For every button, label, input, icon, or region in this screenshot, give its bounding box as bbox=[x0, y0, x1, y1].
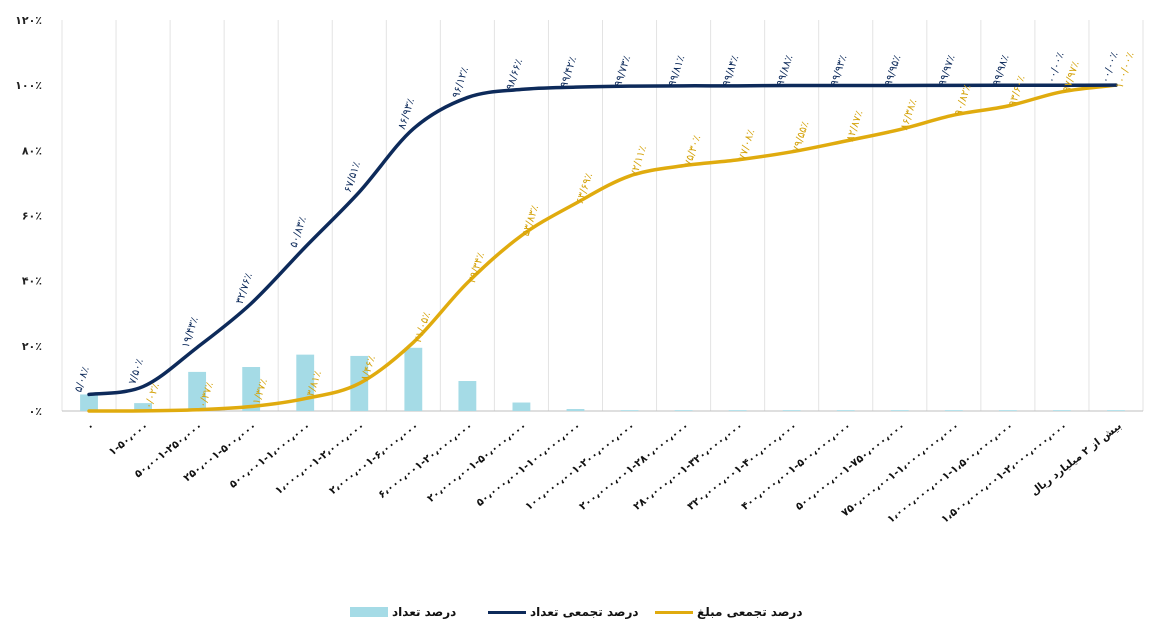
legend-label-count-cum: درصد تجمعی تعداد bbox=[530, 605, 639, 619]
line-amount-cumulative bbox=[87, 83, 1118, 413]
x-tick-label: بیش از ۲ میلیارد ریال bbox=[1029, 420, 1124, 498]
bar bbox=[458, 381, 477, 411]
data-label-amount-cumulative: ۵۳/۸۳٪ bbox=[520, 204, 541, 238]
data-label-count-cumulative: ۹۹/۸۸٪ bbox=[774, 54, 795, 88]
line-count-cumulative bbox=[87, 83, 1118, 397]
x-tick-label: ۱-۵۰،۰۰۰ bbox=[107, 420, 151, 458]
y-tick-label: ۱۲۰٪ bbox=[15, 14, 42, 27]
data-label-count-cumulative: ۹۸/۶۶٪ bbox=[504, 58, 525, 92]
x-tick-label: ۱۰۰،۰۰۰،۰۰۱-۲۰۰،۰۰۰،۰۰۰ bbox=[523, 420, 637, 513]
data-label-count-cumulative: ۹۹/۹۵٪ bbox=[882, 54, 903, 88]
x-tick-label: ۲۰،۰۰۰،۰۰۱-۵۰،۰۰۰،۰۰۰ bbox=[425, 420, 529, 505]
legend-item-count-cum: درصد تجمعی تعداد bbox=[488, 605, 639, 619]
data-label-count-cumulative: ۹۹/۹۷٪ bbox=[936, 53, 957, 87]
x-tick-label: ۶،۰۰۰،۰۰۱-۲۰،۰۰۰،۰۰۰ bbox=[376, 420, 475, 501]
legend-swatch-count-cum bbox=[488, 610, 526, 614]
data-label-count-cumulative: ۹۹/۸۱٪ bbox=[666, 54, 687, 88]
x-tick-label: ۱،۰۰۰،۰۰۱-۲،۰۰۰،۰۰۰ bbox=[273, 420, 367, 497]
grid-lines bbox=[61, 20, 1144, 411]
y-tick-label: ۱۰۰٪ bbox=[15, 79, 42, 92]
bar bbox=[944, 410, 963, 411]
data-label-count-cumulative: ۹۹/۷۳٪ bbox=[612, 54, 633, 88]
data-label-count-cumulative: ۹۹/۹۳٪ bbox=[828, 54, 849, 88]
x-tick-label: ۴۰۰،۰۰۰،۰۰۱-۵۰۰،۰۰۰،۰۰۰ bbox=[739, 420, 853, 513]
data-label-count-cumulative: ۳۲/۷۶٪ bbox=[234, 272, 255, 306]
bar bbox=[728, 410, 747, 411]
bar bbox=[134, 403, 152, 411]
data-label-count-cumulative: ۸۶/۹۳٪ bbox=[396, 97, 417, 131]
x-tick-label: ۲۸۰،۰۰۰،۰۰۱-۳۲۰،۰۰۰،۰۰۰ bbox=[631, 420, 745, 513]
tick-labels: ۰٪۲۰٪۴۰٪۶۰٪۸۰٪۱۰۰٪۱۲۰٪۰ ۱-۵۰،۰۰۰۵۰،۰۰۱-۲۵… bbox=[15, 14, 1124, 526]
y-tick-label: ۰٪ bbox=[29, 405, 42, 418]
y-tick-label: ۴۰٪ bbox=[22, 275, 42, 288]
bar bbox=[566, 409, 585, 411]
x-tick-label: ۰ bbox=[84, 420, 96, 433]
y-tick-label: ۲۰٪ bbox=[22, 340, 42, 353]
x-tick-label: ۵۰،۰۰۰،۰۰۱-۱۰۰،۰۰۰،۰۰۰ bbox=[474, 420, 583, 509]
bar bbox=[782, 410, 801, 411]
bar bbox=[836, 410, 855, 411]
legend-swatch-count bbox=[350, 607, 388, 617]
x-tick-label: ۲۰۰،۰۰۰،۰۰۱-۲۸۰،۰۰۰،۰۰۰ bbox=[577, 420, 691, 513]
bar bbox=[890, 410, 909, 411]
y-tick-label: ۸۰٪ bbox=[22, 144, 42, 157]
data-label-count-cumulative: ۹۶/۱۲٪ bbox=[450, 66, 471, 100]
cumulative-lines bbox=[87, 83, 1118, 413]
bar bbox=[1107, 410, 1125, 411]
legend: درصد تجمعی مبلغ درصد تجمعی تعداد درصد تع… bbox=[0, 605, 1155, 625]
bar bbox=[1053, 410, 1071, 411]
chart: ۰/۰۲٪ ۰/۳۷٪ ۱/۳۷٪ ۳/۸۱٪۸/۴۶٪۲۱/۰۵٪۳۹/۳۴٪۵۳/… bbox=[15, 14, 1144, 526]
data-label-count-cumulative: ۵/۰۸٪ bbox=[72, 365, 91, 394]
legend-swatch-amount-cum bbox=[655, 610, 693, 614]
data-label-count-cumulative: ۷/۵۰٪ bbox=[126, 357, 145, 386]
data-label-count-cumulative: ۹۹/۴۲٪ bbox=[558, 55, 579, 89]
bar bbox=[998, 410, 1017, 411]
x-tick-label: ۳۲۰،۰۰۰،۰۰۱-۴۰۰،۰۰۰،۰۰۰ bbox=[685, 420, 799, 513]
data-label-count-cumulative: ۹۹/۹۸٪ bbox=[990, 53, 1011, 87]
bar bbox=[674, 410, 693, 411]
y-tick-label: ۶۰٪ bbox=[22, 210, 42, 223]
legend-item-amount-cum: درصد تجمعی مبلغ bbox=[655, 605, 803, 619]
x-tick-label: ۲،۰۰۰،۰۰۱-۶،۰۰۰،۰۰۰ bbox=[327, 420, 421, 497]
bar bbox=[512, 402, 531, 411]
legend-label-amount-cum: درصد تجمعی مبلغ bbox=[697, 605, 803, 619]
x-tick-label: ۵۰۰،۰۰۰،۰۰۱-۷۵۰،۰۰۰،۰۰۰ bbox=[793, 420, 907, 513]
data-label-count-cumulative: ۹۹/۸۴٪ bbox=[720, 54, 741, 88]
bar bbox=[188, 371, 207, 411]
bar bbox=[242, 367, 261, 411]
bar bbox=[404, 347, 423, 411]
legend-item-count: درصد تعداد bbox=[350, 605, 456, 619]
data-label-amount-cumulative: ۶۳/۶۹٪ bbox=[574, 172, 595, 206]
bar bbox=[620, 410, 639, 411]
data-label-count-cumulative: ۱۹/۴۳٪ bbox=[180, 316, 201, 350]
legend-label-count: درصد تعداد bbox=[392, 605, 457, 619]
data-labels: ۰/۰۲٪ ۰/۳۷٪ ۱/۳۷٪ ۳/۸۱٪۸/۴۶٪۲۱/۰۵٪۳۹/۳۴٪۵۳/… bbox=[72, 51, 1136, 411]
bar bbox=[80, 394, 98, 411]
